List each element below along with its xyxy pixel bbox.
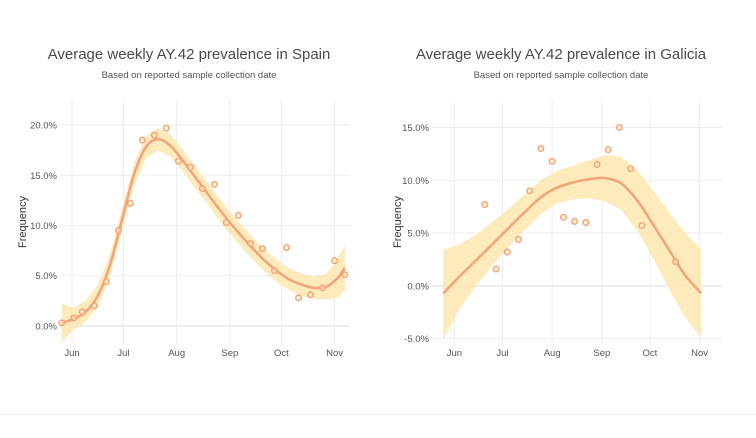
x-tick-label: Jun xyxy=(447,348,462,359)
data-point xyxy=(526,187,534,195)
chart-panel-galicia: Average weekly AY.42 prevalence in Galic… xyxy=(392,46,722,359)
y-tick-label: 0.0% xyxy=(35,321,57,332)
data-point xyxy=(307,291,315,299)
data-point xyxy=(58,319,66,327)
data-point xyxy=(126,199,134,207)
data-point xyxy=(270,267,278,275)
data-point xyxy=(571,217,579,225)
data-point xyxy=(258,245,266,253)
data-point xyxy=(515,235,523,243)
data-point xyxy=(615,123,623,131)
x-tick-label: Aug xyxy=(544,348,561,359)
y-tick-label: 10.0% xyxy=(402,176,429,187)
data-point xyxy=(593,160,601,168)
y-tick-label: 5.0% xyxy=(35,271,57,282)
data-point xyxy=(672,258,680,266)
data-point xyxy=(174,157,182,165)
data-point xyxy=(481,201,489,209)
x-tick-label: Jul xyxy=(496,348,508,359)
x-tick-label: Jun xyxy=(64,348,79,359)
data-point xyxy=(114,227,122,235)
data-point xyxy=(210,180,218,188)
y-tick-labels: 0.0% 5.0% 10.0% 15.0% 20.0% xyxy=(30,121,57,333)
y-tick-label: 15.0% xyxy=(30,171,57,182)
x-tick-label: Jul xyxy=(117,348,129,359)
x-tick-label: Oct xyxy=(274,348,289,359)
data-point xyxy=(503,248,511,256)
grid-lines xyxy=(60,100,350,345)
data-point xyxy=(582,218,590,226)
trend-line-path xyxy=(442,176,703,295)
data-point xyxy=(283,244,291,252)
trend-line xyxy=(442,176,703,295)
y-tick-label: -5.0% xyxy=(404,334,429,345)
footer-divider xyxy=(0,414,756,415)
y-tick-label: 0.0% xyxy=(407,281,429,292)
data-point xyxy=(102,278,110,286)
data-point xyxy=(295,294,303,302)
trend-line xyxy=(61,137,346,325)
data-point xyxy=(198,184,206,192)
y-tick-labels: -5.0% 0.0% 5.0% 10.0% 15.0% xyxy=(402,123,429,345)
chart-panel-spain: Average weekly AY.42 prevalence in Spain… xyxy=(17,46,350,359)
data-point xyxy=(341,271,349,279)
x-tick-label: Aug xyxy=(168,348,185,359)
data-point xyxy=(638,222,646,230)
y-tick-label: 10.0% xyxy=(30,221,57,232)
trend-line-path xyxy=(61,137,346,325)
data-points xyxy=(481,123,680,273)
chart-subtitle: Based on reported sample collection date xyxy=(474,70,649,81)
x-tick-label: Nov xyxy=(691,348,708,359)
data-point xyxy=(559,213,567,221)
chart-title: Average weekly AY.42 prevalence in Spain xyxy=(48,46,331,63)
data-point xyxy=(627,165,635,173)
data-point xyxy=(604,146,612,154)
data-point xyxy=(70,314,78,322)
x-tick-label: Sep xyxy=(221,348,238,359)
x-tick-labels: Jun Jul Aug Sep Oct Nov xyxy=(447,348,708,359)
data-point xyxy=(150,131,158,139)
x-tick-label: Sep xyxy=(593,348,610,359)
confidence-band-area xyxy=(61,128,345,342)
data-point xyxy=(537,145,545,153)
y-tick-label: 5.0% xyxy=(407,229,429,240)
data-point xyxy=(162,124,170,132)
data-point xyxy=(186,163,194,171)
data-point xyxy=(138,136,146,144)
data-point xyxy=(331,257,339,265)
y-tick-label: 20.0% xyxy=(30,121,57,132)
y-tick-label: 15.0% xyxy=(402,123,429,134)
x-tick-labels: Jun Jul Aug Sep Oct Nov xyxy=(64,348,343,359)
data-point xyxy=(90,302,98,310)
data-points xyxy=(58,124,349,327)
data-point xyxy=(222,218,230,226)
data-point xyxy=(78,308,86,316)
y-axis-label: Frequency xyxy=(17,196,29,248)
data-point xyxy=(548,157,556,165)
x-tick-label: Nov xyxy=(326,348,343,359)
data-point xyxy=(246,240,254,248)
confidence-band xyxy=(61,128,345,342)
y-axis-label: Frequency xyxy=(392,196,404,248)
chart-title: Average weekly AY.42 prevalence in Galic… xyxy=(416,46,707,63)
data-point xyxy=(319,284,327,292)
x-tick-label: Oct xyxy=(643,348,658,359)
chart-subtitle: Based on reported sample collection date xyxy=(102,70,277,81)
data-point xyxy=(234,211,242,219)
data-point xyxy=(492,265,500,273)
